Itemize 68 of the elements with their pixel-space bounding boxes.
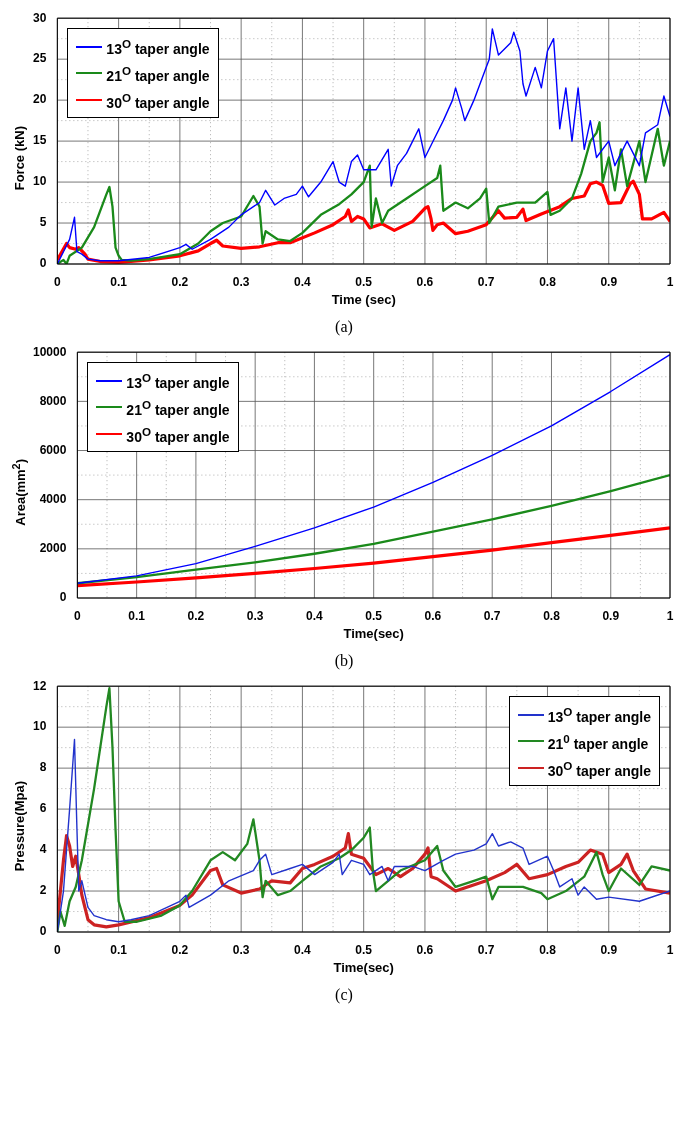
- legend-label: 13$^{O}$ taper angle: [106, 36, 210, 59]
- x-tick-label: 0.9: [600, 942, 618, 957]
- legend-label: 21$^{0}$ taper angle: [547, 730, 649, 754]
- x-tick-label: 0.4: [294, 274, 312, 289]
- legend-label: 21$^{O}$ taper angle: [126, 396, 230, 420]
- x-tick-label: 0.6: [416, 274, 434, 289]
- x-tick-label: 0.3: [246, 608, 264, 623]
- legend-label: 30$^{O}$ taper angle: [547, 757, 651, 781]
- y-tick-label: 0: [39, 256, 47, 271]
- x-tick-label: 1: [666, 608, 674, 623]
- x-axis-title: Time(sec): [343, 625, 404, 641]
- y-tick-label: 10000: [32, 344, 67, 359]
- x-tick-label: 1: [666, 274, 674, 289]
- x-tick-label: 0.9: [602, 608, 620, 623]
- y-axis-title: Force (kN): [11, 125, 27, 191]
- x-tick-label: 0.5: [355, 274, 373, 289]
- y-tick-label: 10: [32, 174, 47, 189]
- x-tick-label: 0.5: [355, 942, 373, 957]
- x-tick-label: 1: [666, 942, 674, 957]
- x-tick-label: 0.1: [110, 942, 128, 957]
- x-tick-label: 0.8: [543, 608, 561, 623]
- legend-label: 13$^{O}$ taper angle: [547, 704, 651, 727]
- y-tick-label: 5: [39, 215, 47, 230]
- legend-label: 13$^{O}$ taper angle: [126, 370, 230, 393]
- y-tick-label: 4000: [39, 491, 67, 506]
- y-tick-label: 4: [39, 842, 47, 857]
- text: (c): [334, 986, 354, 1004]
- legend-label: 30$^{O}$ taper angle: [106, 89, 210, 113]
- y-tick-label: 30: [32, 10, 47, 25]
- y-tick-label: 6000: [39, 442, 67, 457]
- y-tick-label: 0: [39, 924, 47, 939]
- y-tick-label: 8000: [39, 393, 67, 408]
- y-tick-label: 12: [32, 678, 47, 693]
- x-tick-label: 0.1: [110, 274, 128, 289]
- x-tick-label: 0.8: [539, 274, 557, 289]
- legend-label: 21$^{O}$ taper angle: [106, 62, 210, 86]
- y-tick-label: 15: [32, 133, 47, 148]
- x-tick-label: 0.5: [365, 608, 383, 623]
- y-tick-label: 6: [39, 801, 47, 816]
- x-tick-label: 0.2: [171, 274, 189, 289]
- x-tick-label: 0.3: [232, 274, 250, 289]
- x-tick-label: 0.6: [424, 608, 442, 623]
- y-tick-label: 25: [32, 51, 47, 66]
- legend-label: 30$^{O}$ taper angle: [126, 423, 230, 447]
- x-tick-label: 0.7: [477, 274, 495, 289]
- y-tick-label: 2: [39, 883, 47, 898]
- x-tick-label: 0.9: [600, 274, 618, 289]
- x-tick-label: 0.4: [294, 942, 312, 957]
- x-tick-label: 0.7: [483, 608, 501, 623]
- y-tick-label: 10: [32, 719, 47, 734]
- x-tick-label: 0.7: [477, 942, 495, 957]
- x-tick-label: 0.2: [187, 608, 205, 623]
- x-tick-label: 0.2: [171, 942, 189, 957]
- x-tick-label: 0.4: [306, 608, 324, 623]
- x-tick-label: 0.3: [232, 942, 250, 957]
- y-tick-label: 2000: [39, 541, 67, 556]
- x-axis-title: Time (sec): [331, 291, 396, 307]
- y-tick-label: 8: [39, 760, 47, 775]
- y-tick-label: 20: [32, 92, 47, 107]
- text: (b): [333, 652, 355, 670]
- y-axis-title: Pressure(Mpa): [11, 780, 27, 872]
- x-tick-label: 0: [74, 608, 82, 623]
- y-tick-label: 0: [59, 590, 67, 605]
- x-tick-label: 0.8: [539, 942, 557, 957]
- x-tick-label: 0.6: [416, 942, 434, 957]
- x-axis-title: Time(sec): [333, 959, 394, 975]
- text: (a): [334, 318, 354, 336]
- x-tick-label: 0.1: [128, 608, 146, 623]
